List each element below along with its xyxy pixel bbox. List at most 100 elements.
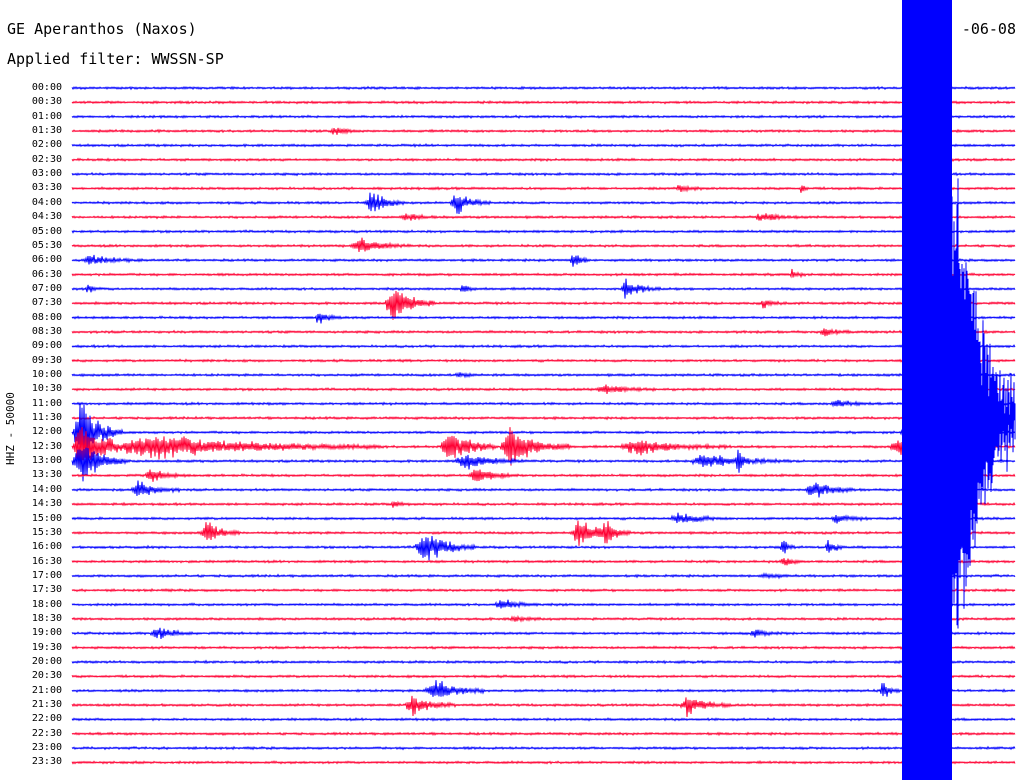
trace-line xyxy=(71,328,1016,337)
time-label: 02:30 xyxy=(31,153,62,165)
time-label: 18:00 xyxy=(31,598,62,610)
time-label: 08:00 xyxy=(31,311,62,323)
trace-line xyxy=(71,343,1016,349)
time-label: 13:30 xyxy=(31,469,62,481)
time-label: 22:30 xyxy=(31,727,62,739)
trace-line xyxy=(71,184,1016,193)
time-label: 14:00 xyxy=(31,483,62,495)
trace-line xyxy=(71,572,1016,580)
time-label: 22:00 xyxy=(31,713,62,725)
time-label: 06:00 xyxy=(31,254,62,266)
trace-line xyxy=(71,290,1016,320)
time-label: 16:00 xyxy=(31,541,62,553)
time-label: 13:00 xyxy=(31,455,62,467)
trace-line xyxy=(71,85,1016,91)
time-label: 17:30 xyxy=(31,584,62,596)
time-label: 10:30 xyxy=(31,383,62,395)
time-label: 03:30 xyxy=(31,182,62,194)
trace-line xyxy=(71,171,1016,177)
trace-line xyxy=(71,659,1016,665)
time-label: 02:00 xyxy=(31,139,62,151)
trace-line xyxy=(71,558,1016,566)
time-label: 19:30 xyxy=(31,641,62,653)
trace-line xyxy=(71,213,1016,221)
time-label: 15:30 xyxy=(31,526,62,538)
time-label: 07:30 xyxy=(31,297,62,309)
time-label: 12:00 xyxy=(31,426,62,438)
time-label: 11:30 xyxy=(31,412,62,424)
time-label: 08:30 xyxy=(31,325,62,337)
time-label: 09:00 xyxy=(31,340,62,352)
trace-line xyxy=(71,127,1016,135)
time-label: 18:30 xyxy=(31,612,62,624)
trace-line xyxy=(71,535,1016,561)
time-label: 07:00 xyxy=(31,282,62,294)
trace-line xyxy=(71,371,1016,379)
trace-line xyxy=(71,268,1016,279)
time-label: 15:00 xyxy=(31,512,62,524)
trace-line xyxy=(71,157,1016,163)
trace-line xyxy=(71,599,1016,609)
time-label: 10:00 xyxy=(31,369,62,380)
time-label: 05:30 xyxy=(31,239,62,251)
trace-line xyxy=(71,278,1016,299)
trace-line xyxy=(71,480,1016,498)
trace-line xyxy=(71,254,1016,267)
time-label: 01:30 xyxy=(31,125,62,137)
trace-line xyxy=(71,695,1016,718)
time-label: 05:00 xyxy=(31,225,62,237)
trace-line xyxy=(71,404,1016,454)
trace-line xyxy=(71,384,1016,394)
trace-line xyxy=(71,399,1016,408)
time-label: 12:30 xyxy=(31,440,62,452)
trace-line xyxy=(71,358,1016,364)
trace-line xyxy=(71,731,1016,737)
trace-line xyxy=(71,427,1016,473)
time-label: 20:00 xyxy=(31,656,62,667)
time-label: 14:30 xyxy=(31,498,62,510)
trace-line xyxy=(71,500,1016,508)
trace-line xyxy=(71,114,1016,120)
time-label: 20:30 xyxy=(31,670,62,682)
trace-line xyxy=(71,520,1016,546)
time-label: 00:00 xyxy=(31,82,62,93)
time-label: 17:00 xyxy=(31,569,62,581)
trace-line xyxy=(71,143,1016,148)
time-label: 19:00 xyxy=(31,627,62,639)
time-label: 21:00 xyxy=(31,684,62,696)
trace-line xyxy=(71,99,1016,105)
time-label: 23:30 xyxy=(31,756,62,768)
time-label: 21:30 xyxy=(31,699,62,711)
trace-line xyxy=(71,745,1016,751)
time-label: 09:30 xyxy=(31,354,62,366)
trace-line xyxy=(71,229,1016,234)
time-label: 04:30 xyxy=(31,211,62,223)
trace-line xyxy=(71,673,1016,679)
time-label: 00:30 xyxy=(31,96,62,108)
trace-line xyxy=(71,717,1016,722)
time-label: 23:00 xyxy=(31,742,62,754)
earthquake-coda xyxy=(951,178,1016,629)
station-title: GE Aperanthos (Naxos) xyxy=(7,20,197,38)
trace-line xyxy=(71,192,1016,215)
saturated-signal-block xyxy=(902,0,952,780)
time-label: 03:00 xyxy=(31,168,62,180)
trace-line xyxy=(71,627,1016,640)
trace-line xyxy=(71,447,1016,482)
trace-line xyxy=(71,313,1016,324)
trace-line xyxy=(71,237,1016,253)
trace-line xyxy=(71,587,1016,593)
time-label: 01:00 xyxy=(31,110,62,122)
time-label: 16:30 xyxy=(31,555,62,567)
trace-line xyxy=(71,645,1016,651)
date-label: -06-08 xyxy=(961,20,1016,38)
trace-line xyxy=(71,415,1016,421)
trace-line xyxy=(71,760,1016,765)
time-label: 06:30 xyxy=(31,268,62,280)
time-axis: 00:00 00:30 01:00 01:30 02:00 02:30 03:00 03:30… xyxy=(0,0,66,780)
trace-line xyxy=(71,614,1016,623)
filter-label: Applied filter: WWSSN-SP xyxy=(7,50,224,68)
time-label: 04:00 xyxy=(31,196,62,208)
time-label: 11:00 xyxy=(31,397,62,409)
